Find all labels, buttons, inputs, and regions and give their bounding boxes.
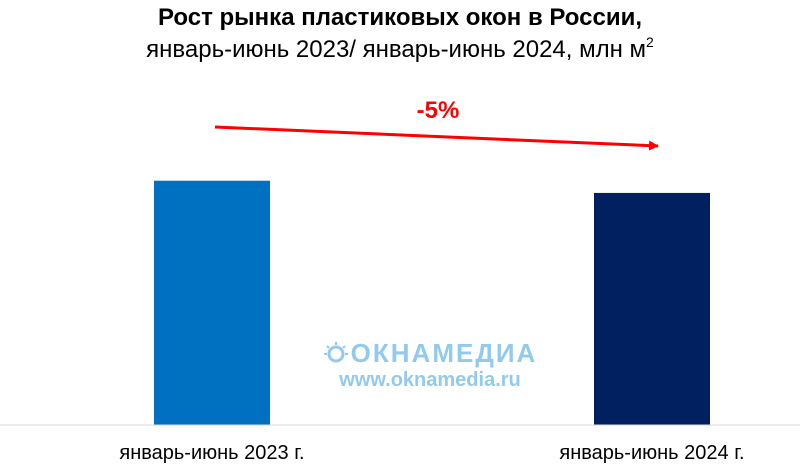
trend-arrow: [214, 125, 659, 151]
watermark-url: www.oknamedia.ru: [339, 369, 521, 391]
bar-2: [594, 192, 710, 425]
category-label-2: январь-июнь 2024 г.: [559, 442, 744, 464]
bars-layer: [154, 180, 710, 425]
watermark-logo: ОКНАМЕДИА: [290, 338, 570, 369]
watermark-brand: ОКНАМЕДИА: [350, 338, 538, 368]
watermark: ОКНАМЕДИА www.oknamedia.ru: [290, 338, 570, 392]
bar-1: [154, 180, 270, 425]
sun-icon: [323, 341, 348, 362]
change-label: -5%: [417, 97, 460, 124]
category-label-1: январь-июнь 2023 г.: [119, 442, 304, 464]
chart-subtitle: январь-июнь 2023/ январь-июнь 2024, млн …: [0, 34, 800, 64]
subtitle-text: январь-июнь 2023/ январь-июнь 2024, млн …: [146, 36, 647, 63]
subtitle-superscript: 2: [646, 34, 654, 50]
category-labels: январь-июнь 2023 г. январь-июнь 2024 г.: [119, 442, 744, 464]
chart-title: Рост рынка пластиковых окон в России,: [158, 4, 642, 31]
